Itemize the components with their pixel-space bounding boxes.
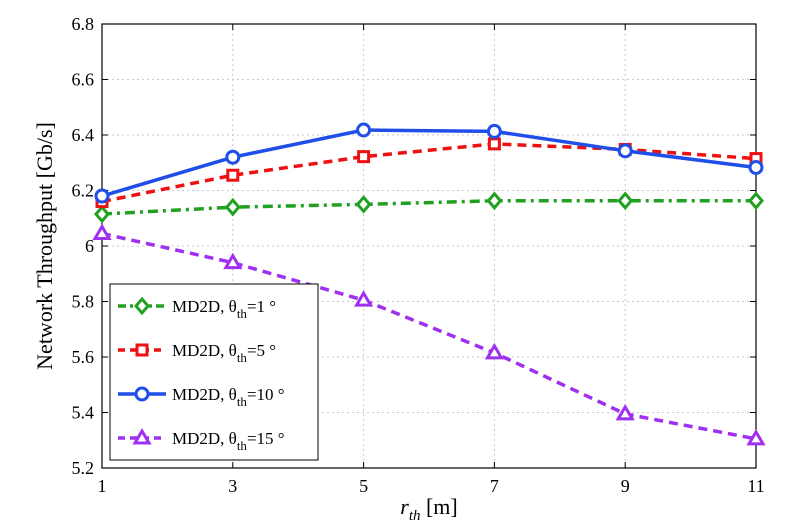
y-tick-label: 6 [85,236,94,256]
legend-label: MD2D, θth=15 ° [172,429,285,453]
data-point-triangle [615,403,635,421]
data-point-triangle [223,252,243,270]
series [92,122,766,446]
data-point-diamond [134,296,150,316]
x-axis-label-unit: [m] [420,494,457,519]
legend-item: MD2D, θth=10 ° [118,385,285,409]
x-tick-label: 1 [98,476,107,496]
x-tick-label: 9 [621,476,630,496]
legend-item: MD2D, θth=15 ° [118,428,285,453]
legend-label: MD2D, θth=10 ° [172,385,285,409]
series-line [101,128,757,198]
data-point-diamond [224,197,241,217]
x-tick-label: 3 [228,476,237,496]
data-point-circle [134,386,150,402]
x-tick-label: 5 [359,476,368,496]
y-tick-label: 5.2 [72,458,95,478]
series-line [101,231,757,441]
series-4 [92,223,766,446]
data-point-square [487,137,501,151]
x-tick-label: 11 [747,476,764,496]
y-tick-label: 6.8 [72,14,95,34]
x-axis-label-sub: th [409,508,421,524]
data-point-diamond [94,204,110,224]
y-tick-label: 6.6 [72,70,95,90]
series-1 [94,191,764,224]
legend-box [109,283,319,461]
data-point-diamond [355,195,372,214]
data-point-triangle [746,428,766,446]
y-tick-label: 5.8 [72,292,95,312]
data-point-diamond [486,191,503,211]
x-axis-label-main: r [400,494,409,519]
x-axis-label: rth [m] [400,494,458,524]
y-tick-label: 6.4 [72,125,95,145]
data-point-circle [748,159,764,175]
legend-label: MD2D, θth=1 ° [172,297,276,321]
series-2 [95,137,763,209]
data-point-triangle [484,342,505,360]
data-point-circle [486,123,502,139]
legend: MD2D, θth=1 ° MD2D, θth=5 ° MD2D, θth=10 °… [109,283,319,461]
data-point-triangle [92,223,112,241]
data-point-triangle [353,290,374,307]
data-point-circle [225,149,241,165]
data-point-square [357,150,371,164]
data-point-circle [94,188,110,204]
y-axis-label: Network Throughput [Gb/s] [32,122,57,370]
ticks: 1 3 5 7 9 11 5.2 5.4 5.6 5.8 6 6.2 6.4 6.6 6.8 [72,14,765,496]
data-point-circle [356,122,372,138]
data-point-diamond [748,191,764,211]
y-tick-label: 5.4 [72,403,95,423]
x-tick-label: 7 [490,476,499,496]
y-tick-label: 5.6 [72,347,95,367]
data-point-diamond [617,191,634,211]
legend-item: MD2D, θth=5 ° [118,341,276,365]
series-3 [94,122,764,204]
series-line [101,142,757,204]
data-point-triangle [132,428,152,445]
legend-label: MD2D, θth=5 ° [172,341,276,365]
legend-item: MD2D, θth=1 ° [118,296,276,321]
data-point-circle [617,143,633,159]
data-point-square [226,168,240,182]
data-point-square [135,343,149,357]
series-line [101,199,756,216]
y-tick-label: 6.2 [72,181,95,201]
